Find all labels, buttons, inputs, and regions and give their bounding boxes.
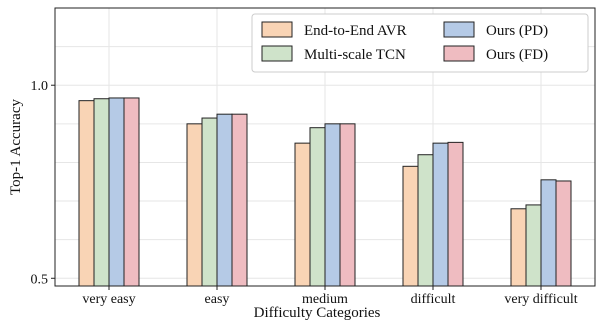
bar-end-to-end-avr-easy xyxy=(186,123,203,287)
legend-swatch xyxy=(443,45,475,62)
bar-ours-fd-very-easy xyxy=(123,97,140,287)
bar-ours-pd-medium xyxy=(324,123,341,287)
bar-ours-pd-easy xyxy=(216,113,233,287)
bar-multi-scale-tcn-very-difficult xyxy=(525,204,542,287)
bar-end-to-end-avr-medium xyxy=(294,142,311,287)
y-tick-label: 0.5 xyxy=(31,272,49,287)
bar-ours-fd-medium xyxy=(339,123,356,287)
y-axis-ticks: 0.5 1.0 xyxy=(31,79,55,287)
bar-ours-pd-difficult xyxy=(432,142,449,287)
legend-swatch xyxy=(443,21,475,38)
x-tick-label: medium xyxy=(302,292,348,307)
x-axis-label: Difficulty Categories xyxy=(254,305,381,320)
legend-swatch xyxy=(261,21,293,38)
y-tick-label: 1.0 xyxy=(31,79,49,94)
x-tick-label: easy xyxy=(205,292,230,307)
x-tick-label: difficult xyxy=(411,292,456,307)
legend-label: Ours (FD) xyxy=(486,47,548,63)
x-tick-label: very easy xyxy=(82,292,135,307)
bar-multi-scale-tcn-difficult xyxy=(417,154,434,287)
bar-multi-scale-tcn-very-easy xyxy=(93,98,110,287)
x-axis-ticks: very easy easy medium difficult very difficu… xyxy=(82,286,578,307)
bar-ours-fd-very-difficult xyxy=(555,180,572,287)
bar-end-to-end-avr-very-difficult xyxy=(510,208,527,287)
legend: End-to-End AVR Multi-scale TCN Ours (PD) Ou… xyxy=(251,13,589,73)
bars xyxy=(78,97,572,287)
legend-label: Ours (PD) xyxy=(486,23,548,39)
bar-ours-pd-very-difficult xyxy=(540,179,557,287)
bar-multi-scale-tcn-easy xyxy=(201,117,218,287)
bar-ours-fd-difficult xyxy=(447,141,464,287)
legend-label: End-to-End AVR xyxy=(304,23,407,39)
bar-end-to-end-avr-difficult xyxy=(402,165,419,287)
bar-end-to-end-avr-very-easy xyxy=(78,100,95,287)
bar-multi-scale-tcn-medium xyxy=(309,127,326,287)
legend-box xyxy=(251,13,589,73)
x-tick-label: very difficult xyxy=(504,292,577,307)
bar-ours-pd-very-easy xyxy=(108,97,125,287)
legend-swatch xyxy=(261,45,293,62)
legend-label: Multi-scale TCN xyxy=(304,47,406,63)
bar-ours-fd-easy xyxy=(231,113,248,287)
y-axis-label: Top-1 Accuracy xyxy=(8,99,24,195)
